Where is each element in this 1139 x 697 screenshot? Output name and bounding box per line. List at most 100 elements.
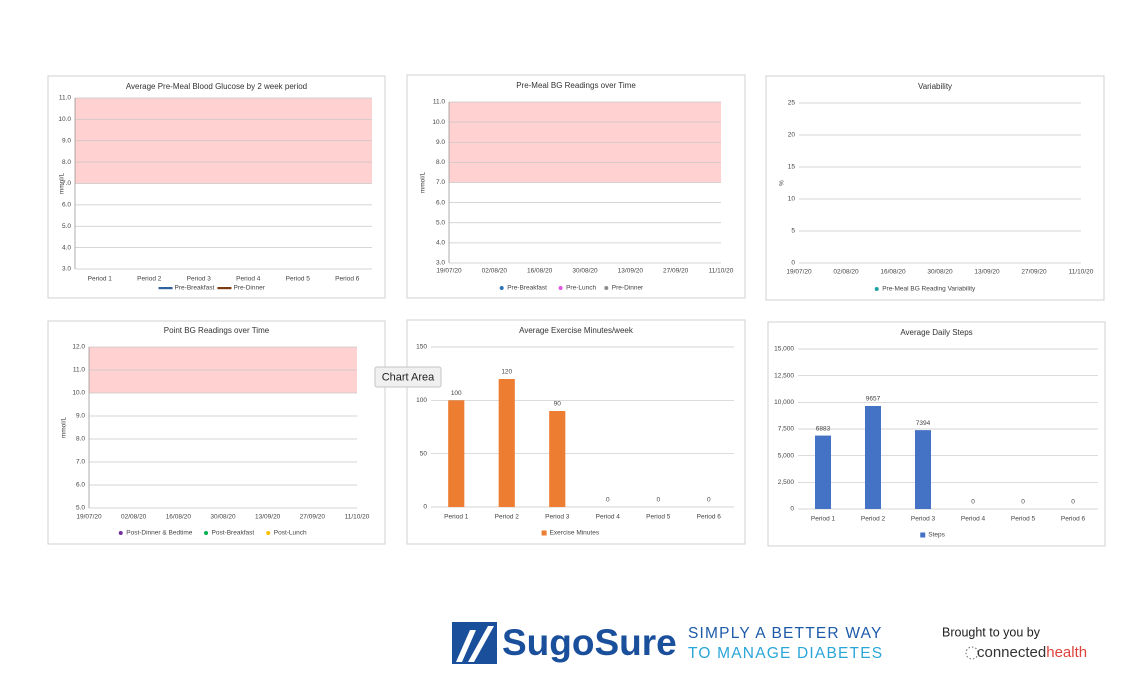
tooltip-box xyxy=(374,366,442,388)
y-tick-label: 12,500 xyxy=(774,372,794,379)
x-tick-label: 11/10/20 xyxy=(345,514,370,521)
y-tick-label: 15,000 xyxy=(774,346,794,353)
x-tick-label: 30/08/20 xyxy=(210,514,236,521)
y-tick-label: 10.0 xyxy=(432,119,445,126)
y-tick-label: 9.0 xyxy=(76,413,85,420)
x-tick-label: 11/10/20 xyxy=(709,268,734,275)
x-tick-label: 27/09/20 xyxy=(300,514,326,521)
tagline: TO MANAGE DIABETES xyxy=(688,645,883,662)
x-tick-label: 19/07/20 xyxy=(436,268,462,275)
x-tick-label: 19/07/20 xyxy=(786,269,812,276)
y-tick-label: 50 xyxy=(420,450,428,457)
x-tick-label: 13/09/20 xyxy=(974,269,1000,276)
bar xyxy=(865,405,881,509)
partner-part: health xyxy=(1046,644,1087,661)
y-tick-label: 3.0 xyxy=(436,260,445,267)
y-tick-label: 8.0 xyxy=(436,159,445,166)
legend-label: Pre-Dinner xyxy=(233,285,265,292)
y-tick-label: 25 xyxy=(788,100,796,107)
x-tick-label: 16/08/20 xyxy=(527,268,553,275)
brand: SugoSure xyxy=(502,622,677,663)
partner-part: connected xyxy=(977,644,1046,661)
y-tick-label: 15 xyxy=(788,164,796,171)
x-tick-label: Period 4 xyxy=(961,516,986,523)
y-tick-label: 7.0 xyxy=(436,179,445,186)
y-tick-label: 5.0 xyxy=(76,505,85,512)
data-label: 6883 xyxy=(816,425,831,432)
legend-label: Post-Breakfast xyxy=(212,530,255,537)
x-tick-label: 02/08/20 xyxy=(482,268,508,275)
chart-title: Average Pre-Meal Blood Glucose by 2 week… xyxy=(126,82,307,91)
y-tick-label: 5.0 xyxy=(436,219,445,226)
footer: SugoSure SIMPLY A BETTER WAY TO MANAGE D… xyxy=(452,622,1087,664)
x-tick-label: Period 5 xyxy=(646,514,671,521)
x-tick-label: Period 2 xyxy=(861,516,886,523)
x-tick-label: 16/08/20 xyxy=(880,269,906,276)
x-tick-label: 19/07/20 xyxy=(76,514,102,521)
y-tick-label: 9.0 xyxy=(62,137,71,144)
x-tick-label: 27/09/20 xyxy=(663,268,689,275)
x-tick-label: 27/09/20 xyxy=(1021,269,1047,276)
y-tick-label: 8.0 xyxy=(76,436,85,443)
y-tick-label: 150 xyxy=(416,344,427,351)
chart: Average Pre-Meal Blood Glucose by 2 week… xyxy=(47,75,386,299)
data-label: 0 xyxy=(1021,499,1025,506)
bar xyxy=(915,430,931,509)
x-tick-label: Period 2 xyxy=(495,514,520,521)
x-tick-label: 02/08/20 xyxy=(121,514,147,521)
x-tick-label: 13/09/20 xyxy=(255,514,281,521)
data-label: 7394 xyxy=(916,420,931,427)
tagline: SIMPLY A BETTER WAY xyxy=(688,625,883,642)
legend-label: Post-Lunch xyxy=(274,530,307,537)
tooltip: Chart Area xyxy=(374,366,442,388)
chart-panel xyxy=(767,321,1106,547)
y-axis-label: mmol/L xyxy=(420,171,427,193)
chart: Variability% 0 5 10 15 20 25 19/07/20 02/08/20 16… xyxy=(765,75,1105,301)
x-tick-label: 30/08/20 xyxy=(572,268,598,275)
partner: connectedhealth xyxy=(977,644,1087,661)
y-tick-label: 4.0 xyxy=(62,244,71,251)
y-tick-label: 3.0 xyxy=(62,266,71,273)
y-tick-label: 7.0 xyxy=(76,459,85,466)
tooltip-text: Chart Area xyxy=(382,371,435,383)
y-tick-label: 10 xyxy=(788,196,796,203)
legend-swatch xyxy=(604,286,609,290)
y-tick-label: 0 xyxy=(791,260,795,267)
y-tick-label: 7,500 xyxy=(778,426,795,433)
x-tick-label: Period 2 xyxy=(137,276,162,283)
legend-swatch xyxy=(266,531,271,535)
bar xyxy=(448,400,465,507)
legend-swatch xyxy=(558,286,563,290)
data-label: 0 xyxy=(1071,499,1075,506)
x-tick-label: Period 4 xyxy=(596,514,621,521)
y-tick-label: 6.0 xyxy=(62,202,71,209)
chart-panel xyxy=(765,75,1105,301)
y-axis-label: % xyxy=(779,180,786,186)
x-tick-label: Period 1 xyxy=(811,516,836,523)
data-label: 90 xyxy=(554,401,562,408)
y-tick-label: 10.0 xyxy=(72,390,85,397)
y-tick-label: 20 xyxy=(788,132,796,139)
y-axis-label: mmol/L xyxy=(61,416,68,438)
data-label: 0 xyxy=(971,499,975,506)
legend-swatch xyxy=(541,530,547,536)
x-tick-label: Period 4 xyxy=(236,276,261,283)
legend-label: Pre-Dinner xyxy=(612,285,644,292)
legend-label: Pre-Breakfast xyxy=(507,285,547,292)
y-tick-label: 0 xyxy=(423,504,427,511)
y-tick-label: 10.0 xyxy=(58,116,71,123)
data-label: 9657 xyxy=(866,396,881,403)
chart-title: Pre-Meal BG Readings over Time xyxy=(516,81,636,90)
x-tick-label: Period 5 xyxy=(286,276,311,283)
data-label: 0 xyxy=(606,497,610,504)
x-tick-label: 30/08/20 xyxy=(927,269,953,276)
legend-swatch xyxy=(118,531,123,535)
y-tick-label: 11.0 xyxy=(59,95,72,102)
bar xyxy=(815,435,831,509)
x-tick-label: Period 3 xyxy=(187,276,212,283)
chart: Average Exercise Minutes/week 0 50 100 150 Pe… xyxy=(406,319,746,545)
y-tick-label: 100 xyxy=(416,397,427,404)
y-tick-label: 5 xyxy=(791,228,795,235)
x-tick-label: Period 6 xyxy=(697,514,722,521)
